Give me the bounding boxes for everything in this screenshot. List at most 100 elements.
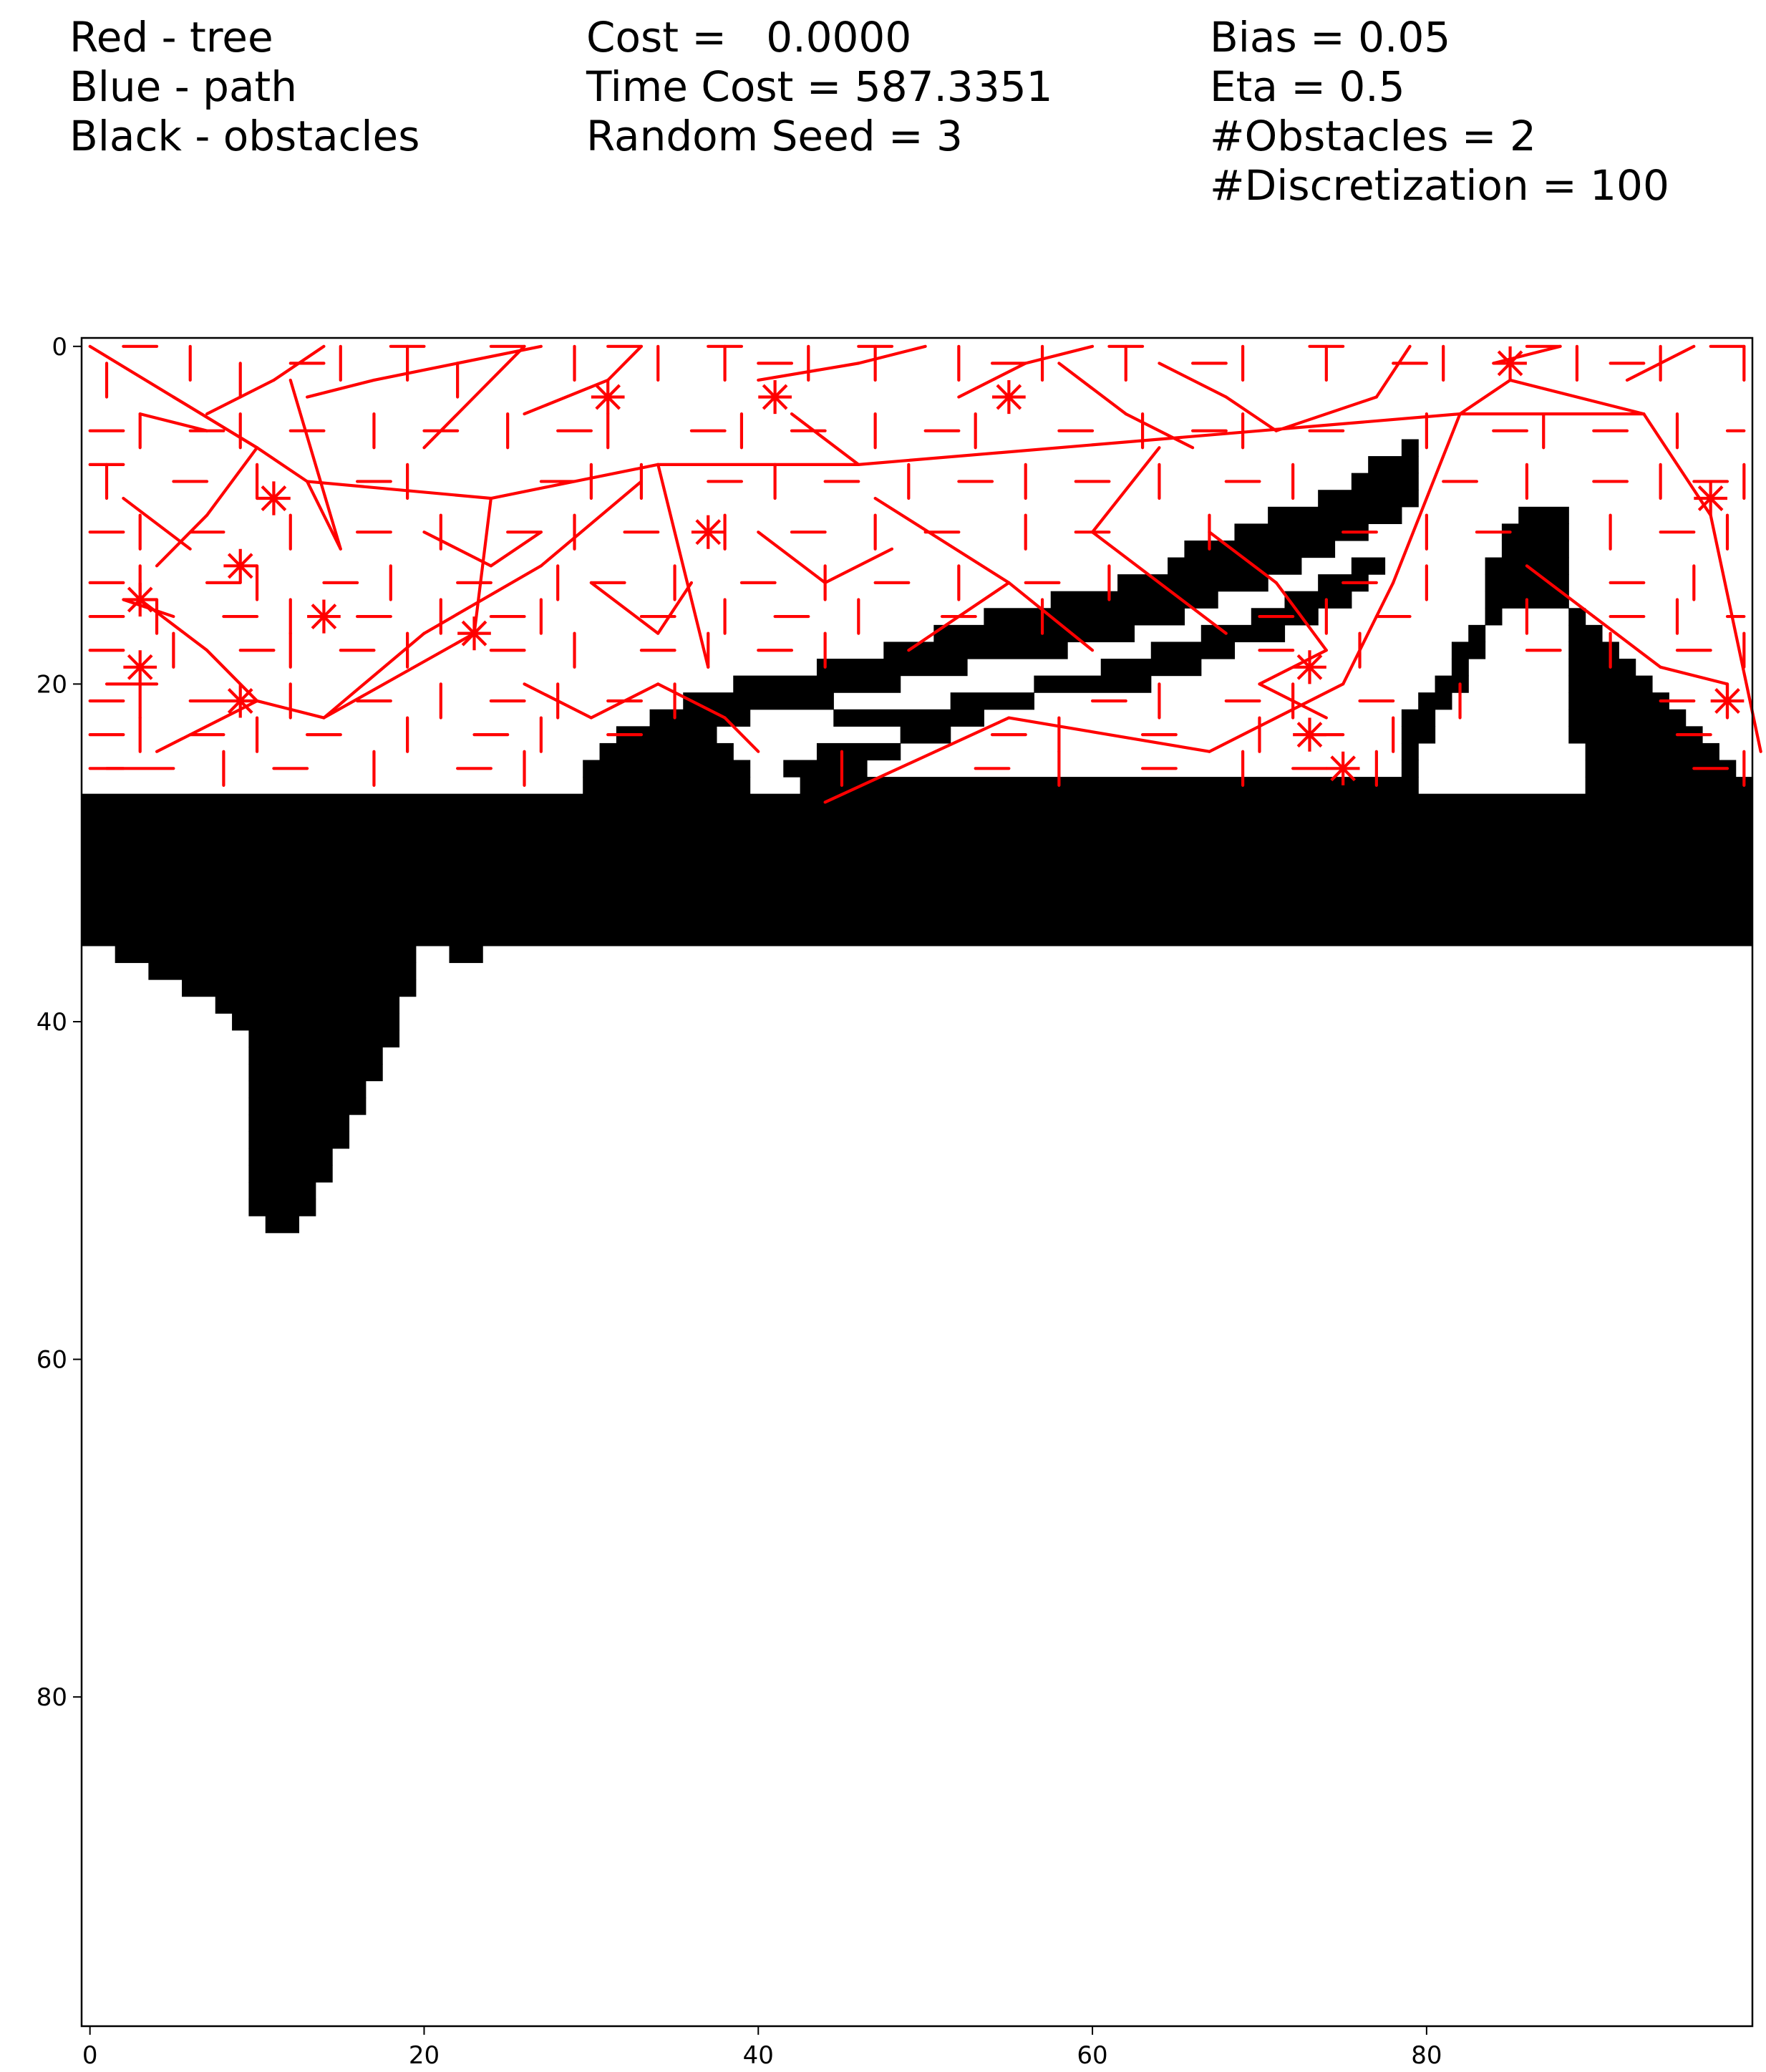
obstacle-cell	[1168, 557, 1302, 575]
cost-readout: Cost = 0.0000	[586, 13, 912, 62]
obstacle-cell	[1568, 659, 1636, 677]
obstacle-cell	[984, 608, 1185, 626]
tree-node-star	[1697, 485, 1724, 511]
y-axis: 0 20 40 60 80	[37, 333, 82, 1712]
obstacle-cell	[82, 810, 1753, 828]
obstacle-cell	[1585, 742, 1719, 761]
tree-edge	[288, 378, 342, 551]
plot-frame	[80, 337, 1754, 2028]
tree-node-star	[695, 519, 722, 546]
obstacle-cell	[783, 760, 868, 778]
obstacle-cell	[1518, 506, 1569, 524]
tree-edge	[1392, 412, 1462, 585]
tree-edge	[1508, 378, 1646, 416]
tree-edge	[489, 344, 526, 382]
x-tick-label: 20	[409, 2041, 440, 2070]
obstacle-cell	[1401, 742, 1419, 761]
tree-edge	[1258, 649, 1328, 686]
discretization-readout: #Discretization = 100	[1210, 161, 1669, 210]
obstacle-cell	[1150, 642, 1236, 659]
obstacle-cell	[1050, 591, 1218, 609]
tree-edge	[138, 598, 209, 652]
tree-edge	[1208, 531, 1278, 585]
tree-node-star	[1497, 350, 1523, 377]
tree-edge	[523, 378, 610, 416]
obstacle-cell	[599, 742, 734, 761]
obstacle-cell	[1568, 675, 1653, 693]
obstacle-cell	[816, 659, 968, 677]
tree-edge	[205, 446, 259, 517]
obstacle-cell	[248, 1114, 350, 1132]
tree-node-star	[1330, 755, 1357, 782]
legend-line-obstacles: Black - obstacles	[69, 112, 420, 160]
tree-node-star	[1296, 722, 1323, 748]
obstacle-cell	[82, 911, 1753, 929]
obstacle-cell	[248, 1182, 316, 1200]
tree-edge	[1090, 446, 1161, 534]
obstacle-cell	[1568, 624, 1603, 643]
random-seed-readout: Random Seed = 3	[586, 112, 963, 160]
y-tick-label: 40	[37, 1008, 67, 1037]
tree-edge	[1158, 362, 1228, 399]
tree-edge	[656, 463, 710, 669]
obstacle-cell	[248, 1030, 400, 1047]
obstacle-cell	[82, 861, 1753, 879]
obstacle-cell	[1568, 692, 1669, 710]
x-tick-label: 80	[1411, 2041, 1442, 2070]
tree-edge	[1525, 564, 1596, 619]
obstacle-cell	[248, 1148, 333, 1166]
obstacle-cell	[449, 945, 483, 964]
tree-edge	[1274, 395, 1378, 432]
y-tick-label: 60	[37, 1346, 67, 1375]
obstacle-cell	[733, 675, 901, 693]
obstacle-cell	[248, 1047, 383, 1065]
tree-node-star	[762, 384, 788, 410]
tree-node-star	[227, 553, 253, 579]
obstacle-cell	[1284, 591, 1352, 609]
tree-edge	[1374, 344, 1412, 399]
tree-edge	[122, 496, 192, 551]
tree-node-star	[311, 604, 337, 630]
tree-node-star	[261, 485, 287, 511]
obstacle-cell	[248, 1131, 350, 1149]
obstacle-cell	[1468, 624, 1486, 643]
tree-edge	[456, 344, 543, 365]
obstacle-cell	[1568, 608, 1586, 626]
tree-edge	[857, 344, 927, 365]
tree-edge	[1124, 412, 1195, 450]
obstacle-cell	[248, 1063, 383, 1082]
tree-edge	[1024, 344, 1095, 365]
y-tick-label: 80	[37, 1683, 67, 1712]
obstacle-layer	[82, 439, 1753, 1234]
tree-edge	[1057, 362, 1127, 416]
tree-edge	[305, 480, 493, 500]
obstacle-cell	[1100, 659, 1202, 677]
tree-node-star	[595, 384, 621, 410]
obstacle-cell	[182, 979, 417, 997]
obstacle-cell	[833, 709, 984, 727]
obstacle-cell	[1351, 557, 1386, 575]
obstacle-cell	[1401, 760, 1419, 778]
x-axis: 0 20 40 60 80	[82, 2026, 1442, 2070]
obstacles-count-readout: #Obstacles = 2	[1210, 112, 1536, 160]
tree-edge	[873, 496, 1011, 585]
tree-edge	[957, 362, 1027, 399]
tree-edge	[1224, 395, 1278, 432]
tree-node-star	[461, 620, 487, 647]
tree-node-star	[996, 384, 1022, 410]
obstacle-cell	[683, 692, 834, 710]
tree-edge	[1592, 614, 1662, 669]
obstacle-cell	[82, 878, 1753, 896]
obstacle-cell	[1401, 439, 1419, 457]
tree-node-star	[1714, 687, 1740, 714]
obstacle-cell	[800, 777, 1419, 795]
tree-edge	[656, 682, 727, 720]
obstacle-cell	[583, 777, 751, 795]
tree-node-star	[127, 586, 153, 613]
tree-edge	[489, 531, 543, 568]
obstacle-cell	[1351, 473, 1419, 490]
tree-edge	[305, 378, 376, 399]
obstacle-cell	[900, 726, 951, 744]
legend-line-tree: Red - tree	[69, 13, 273, 62]
tree-edge	[372, 362, 460, 382]
